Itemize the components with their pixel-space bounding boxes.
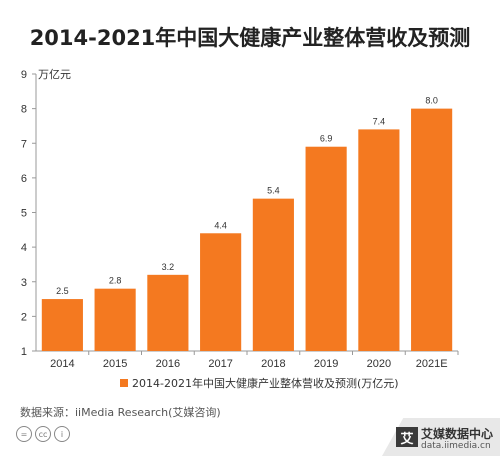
bar-value-label: 7.4 [373, 116, 386, 126]
bar [94, 288, 136, 351]
cc-nd-icon: = [16, 426, 32, 442]
bar-value-label: 2.5 [56, 286, 69, 296]
x-tick-label: 2017 [208, 358, 232, 370]
bar-value-label: 3.2 [162, 262, 175, 272]
bar [41, 299, 83, 351]
legend-swatch [120, 379, 128, 387]
bar-value-label: 8.0 [425, 96, 438, 106]
y-tick-label: 7 [21, 138, 27, 150]
x-tick-label: 2016 [156, 358, 180, 370]
x-tick-label: 2020 [367, 358, 391, 370]
bar [411, 108, 453, 351]
y-axis-label: 万亿元 [38, 68, 71, 81]
y-tick-label: 3 [21, 277, 27, 289]
cc-by-icon: i [54, 426, 70, 442]
x-tick-label: 2018 [261, 358, 285, 370]
legend: 2014-2021年中国大健康产业整体营收及预测(万亿元) [120, 375, 399, 391]
cc-icon: cc [35, 426, 51, 442]
y-tick-label: 5 [21, 208, 27, 220]
bar [305, 146, 347, 351]
y-tick-label: 2 [21, 311, 27, 323]
license-icons: = cc i [16, 426, 70, 442]
bar-value-label: 2.8 [109, 276, 122, 286]
y-tick-label: 4 [21, 242, 27, 254]
bar [252, 198, 294, 351]
x-tick-label: 2019 [314, 358, 338, 370]
x-tick-label: 2021E [416, 358, 448, 370]
bar-value-label: 5.4 [267, 186, 280, 196]
chart-title: 2014-2021年中国大健康产业整体营收及预测 [29, 26, 471, 50]
y-tick-label: 9 [21, 69, 27, 81]
brand-url[interactable]: data.iimedia.cn [421, 441, 491, 451]
x-tick-label: 2015 [103, 358, 127, 370]
bar [200, 233, 242, 351]
brand-logo: 艾 [396, 427, 418, 447]
bar-value-label: 6.9 [320, 134, 333, 144]
bar-value-label: 4.4 [214, 220, 227, 230]
y-tick-label: 6 [21, 173, 27, 185]
x-tick-label: 2014 [50, 358, 74, 370]
brand-name: 艾媒数据中心 [421, 427, 494, 441]
bar [358, 129, 400, 351]
source-note: 数据来源：iiMedia Research(艾媒咨询) [20, 406, 221, 419]
bar [147, 274, 189, 351]
y-tick-label: 1 [21, 346, 27, 358]
y-tick-label: 8 [21, 104, 27, 116]
bar-chart: 1 2 3 4 5 6 7 8 9 万亿元 2.5 2014 2.8 2015 3.2 2016 4.4 2017… [21, 68, 459, 370]
legend-label: 2014-2021年中国大健康产业整体营收及预测(万亿元) [132, 377, 399, 390]
